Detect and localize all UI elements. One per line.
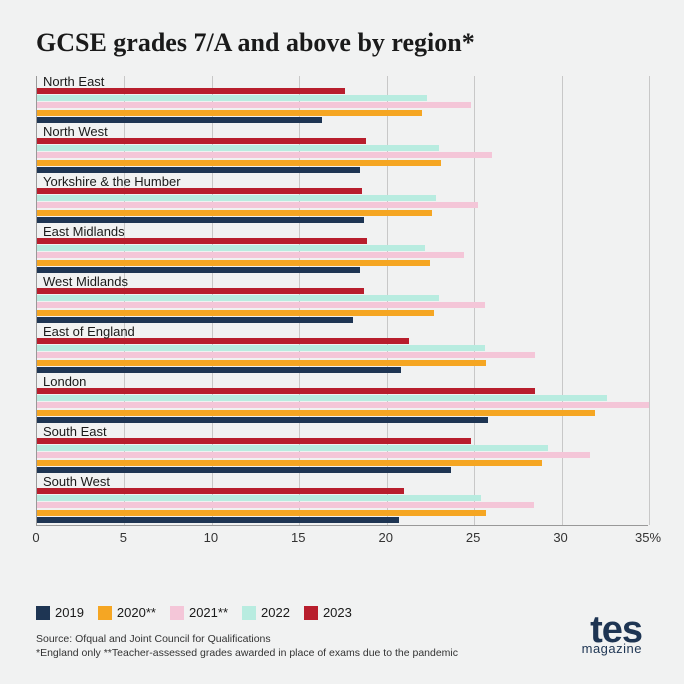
x-tick-label: 35% (635, 530, 661, 545)
bar (37, 460, 542, 466)
bar (37, 395, 607, 401)
bar (37, 102, 471, 108)
legend-label: 2019 (55, 605, 84, 620)
bar (37, 345, 485, 351)
plot-region: North East North West Yorkshire & the Humb… (36, 76, 648, 526)
region-label: London (43, 374, 86, 389)
logo-main: tes (582, 616, 642, 645)
region-label: South East (43, 424, 107, 439)
region-label: East Midlands (43, 224, 125, 239)
legend-label: 2022 (261, 605, 290, 620)
bar (37, 117, 322, 123)
bar (37, 295, 439, 301)
legend-item: 2023 (304, 605, 352, 620)
bar (37, 210, 432, 216)
bar (37, 302, 485, 308)
region-group: East Midlands (37, 226, 648, 276)
bar (37, 510, 486, 516)
bar (37, 317, 353, 323)
legend-swatch (304, 606, 318, 620)
bar (37, 252, 464, 258)
x-tick-label: 30 (553, 530, 567, 545)
region-label: North West (43, 124, 108, 139)
logo-sub: magazine (582, 644, 642, 654)
legend-swatch (98, 606, 112, 620)
x-tick-label: 0 (32, 530, 39, 545)
x-tick-label: 15 (291, 530, 305, 545)
region-label: West Midlands (43, 274, 128, 289)
bar (37, 152, 492, 158)
bar (37, 402, 649, 408)
legend-item: 2021** (170, 605, 228, 620)
bar (37, 445, 548, 451)
bar (37, 245, 425, 251)
region-group: East of England (37, 326, 648, 376)
bar (37, 95, 427, 101)
bar (37, 167, 360, 173)
region-label: South West (43, 474, 110, 489)
region-label: Yorkshire & the Humber (43, 174, 181, 189)
x-tick-label: 5 (120, 530, 127, 545)
legend-swatch (242, 606, 256, 620)
legend-label: 2023 (323, 605, 352, 620)
x-tick-label: 25 (466, 530, 480, 545)
bar (37, 410, 595, 416)
region-label: North East (43, 74, 104, 89)
bar (37, 360, 486, 366)
legend-label: 2020** (117, 605, 156, 620)
chart-title: GCSE grades 7/A and above by region* (36, 28, 648, 58)
region-group: London (37, 376, 648, 426)
footnote-source: Source: Ofqual and Joint Council for Qua… (36, 632, 458, 646)
legend-item: 2022 (242, 605, 290, 620)
region-group: South East (37, 426, 648, 476)
bar (37, 310, 434, 316)
bar (37, 417, 488, 423)
bar (37, 160, 441, 166)
chart-area: North East North West Yorkshire & the Humb… (36, 76, 648, 550)
bar (37, 367, 401, 373)
bar (37, 267, 360, 273)
bar (37, 217, 364, 223)
bar (37, 145, 439, 151)
bar (37, 502, 534, 508)
bar (37, 388, 535, 394)
bar (37, 452, 590, 458)
bar (37, 260, 430, 266)
x-tick-label: 10 (204, 530, 218, 545)
bar (37, 517, 399, 523)
region-group: South West (37, 476, 648, 526)
legend-label: 2021** (189, 605, 228, 620)
legend-swatch (170, 606, 184, 620)
bar (37, 467, 451, 473)
region-group: North West (37, 126, 648, 176)
bar (37, 195, 436, 201)
legend-swatch (36, 606, 50, 620)
region-group: Yorkshire & the Humber (37, 176, 648, 226)
region-group: North East (37, 76, 648, 126)
x-tick-label: 20 (378, 530, 392, 545)
bar (37, 495, 481, 501)
footnote-notes: *England only **Teacher-assessed grades … (36, 646, 458, 660)
bar (37, 352, 535, 358)
footnote: Source: Ofqual and Joint Council for Qua… (36, 632, 458, 660)
publisher-logo: tes magazine (582, 616, 642, 654)
bar (37, 110, 422, 116)
legend: 2019 2020** 2021** 2022 2023 (36, 605, 352, 620)
region-group: West Midlands (37, 276, 648, 326)
region-label: East of England (43, 324, 135, 339)
gridline (649, 76, 650, 525)
legend-item: 2019 (36, 605, 84, 620)
bar (37, 202, 478, 208)
legend-item: 2020** (98, 605, 156, 620)
